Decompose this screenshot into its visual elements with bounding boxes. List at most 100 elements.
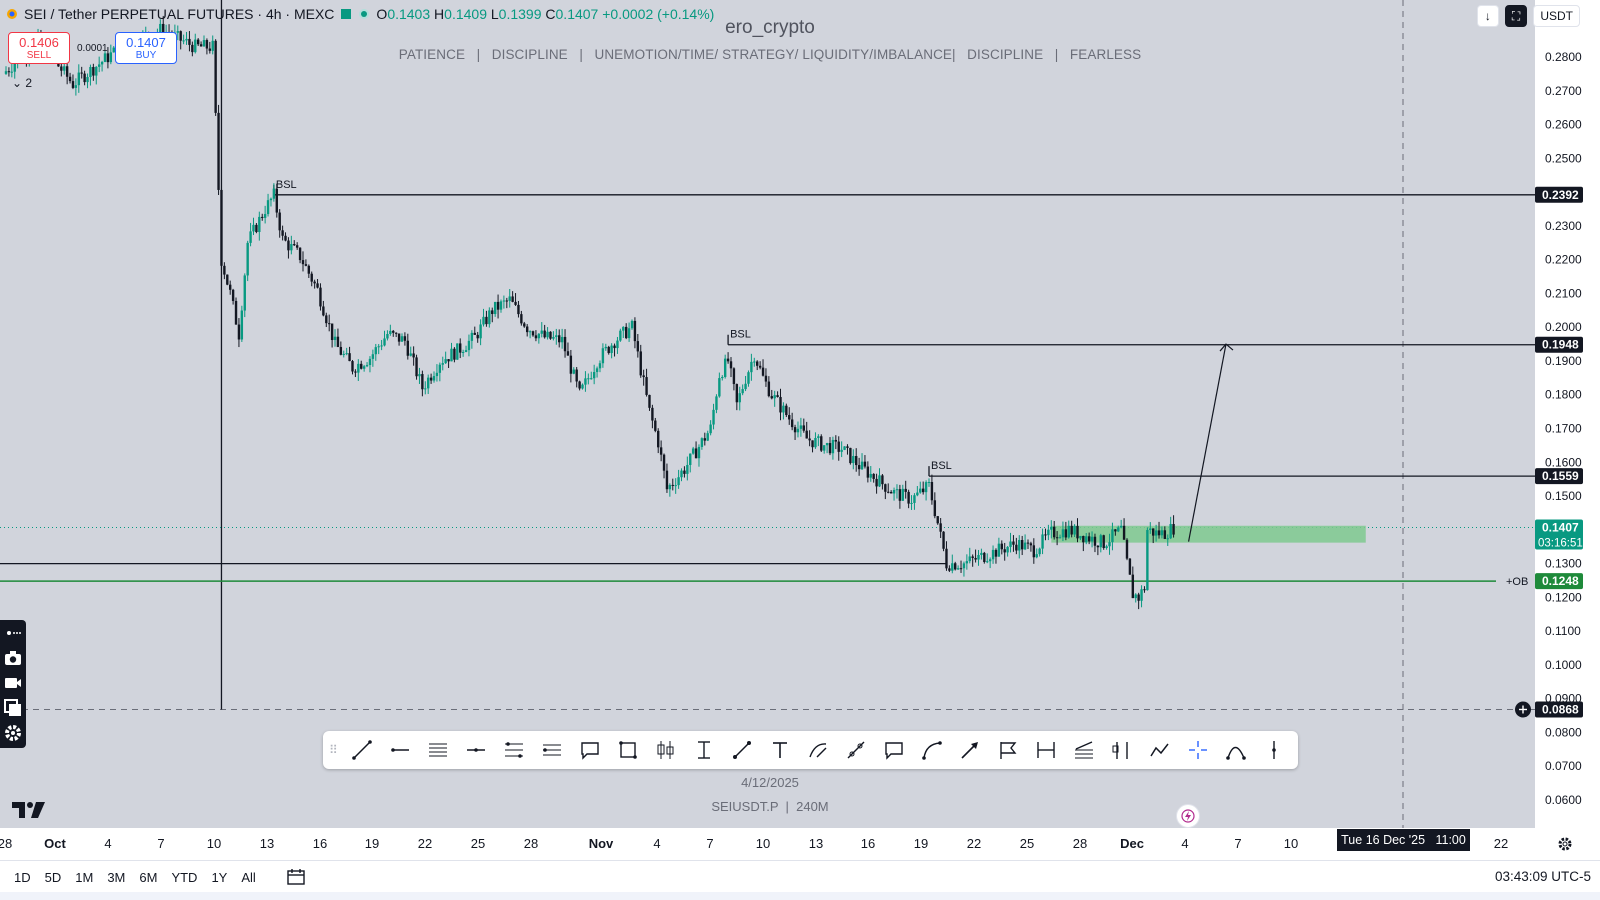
brush-line-tool[interactable]: [723, 735, 761, 765]
buy-button[interactable]: 0.1407 BUY: [115, 32, 177, 64]
candle-body: [336, 336, 340, 347]
time-tick-label: 22: [966, 836, 982, 851]
parallel-channel-tool[interactable]: [419, 735, 457, 765]
horizontal-line-tool[interactable]: [457, 735, 495, 765]
candle-body: [234, 300, 238, 325]
candle-body: [415, 357, 418, 377]
candle-body: [1070, 525, 1073, 535]
candle-body: [884, 484, 887, 492]
candle-body: [788, 415, 791, 420]
candle-body: [226, 274, 229, 285]
arc-icon: [922, 741, 942, 760]
candle-body: [1160, 530, 1164, 536]
candle-body: [560, 336, 564, 343]
flag-tool[interactable]: [989, 735, 1027, 765]
path-tool[interactable]: [837, 735, 875, 765]
time-tick-label: 7: [706, 836, 714, 851]
text-tool[interactable]: [761, 735, 799, 765]
candle-body: [988, 559, 992, 562]
crosshair-tool[interactable]: [1179, 735, 1217, 765]
note-tool[interactable]: [875, 735, 913, 765]
long-position-tool[interactable]: [1103, 735, 1141, 765]
axis-settings-icon[interactable]: [1557, 836, 1573, 852]
range-button-5d[interactable]: 5D: [44, 869, 62, 885]
symbol-title[interactable]: SEI / Tether PERPETUAL FUTURES · 4h · ME…: [24, 6, 335, 22]
callout-tool[interactable]: [571, 735, 609, 765]
candle-body: [159, 23, 162, 33]
chart-canvas[interactable]: +OBBSLBSLBSL0.28000.27000.26000.25000.24…: [0, 0, 1600, 860]
market-status-icon: [341, 9, 352, 19]
candle-body: [1157, 530, 1161, 536]
link-icon[interactable]: [4, 624, 22, 642]
tradingview-logo-icon[interactable]: [12, 800, 46, 820]
candle-body: [910, 502, 913, 504]
time-tick-label: 13: [808, 836, 824, 851]
candle-body: [103, 53, 107, 62]
candle-body: [843, 446, 846, 450]
candle-body: [290, 244, 293, 251]
candle-body: [316, 283, 319, 288]
range-button-1d[interactable]: 1D: [14, 869, 31, 885]
candle-body: [1000, 543, 1003, 550]
date-range-tool[interactable]: [1027, 735, 1065, 765]
drag-handle-icon[interactable]: ⠿: [329, 743, 338, 757]
candle-body: [753, 361, 756, 363]
candle-body: [243, 275, 246, 311]
projection-arrow-line: [1187, 343, 1227, 542]
rectangle-tool[interactable]: [609, 735, 647, 765]
arrow-tool[interactable]: [951, 735, 989, 765]
trend-line-tool[interactable]: [343, 735, 381, 765]
range-button-6m[interactable]: 6M: [139, 869, 158, 885]
curve-tool[interactable]: [799, 735, 837, 765]
time-tick-label: 10: [755, 836, 771, 851]
range-button-ytd[interactable]: YTD: [171, 869, 198, 885]
price-range-tool[interactable]: [685, 735, 723, 765]
fib-channel-tool[interactable]: [533, 735, 571, 765]
vertical-line-icon: [1272, 741, 1276, 759]
candle-body: [68, 76, 72, 82]
horizontal-ray-tool[interactable]: [381, 735, 419, 765]
candle-body: [677, 477, 680, 486]
range-button-1y[interactable]: 1Y: [211, 869, 228, 885]
layers-icon[interactable]: [4, 699, 22, 717]
candle-body: [508, 296, 511, 301]
sell-button[interactable]: 0.1406 SELL: [8, 32, 70, 64]
candle-body: [424, 388, 427, 390]
candle-body: [281, 230, 284, 236]
arc-tool[interactable]: [913, 735, 951, 765]
high-label: H: [434, 6, 445, 22]
price-tick-label: 0.2600: [1545, 118, 1582, 132]
candle-body: [1125, 539, 1129, 559]
candle-body: [1134, 594, 1137, 599]
candle-body: [590, 378, 593, 380]
download-button[interactable]: ↓: [1476, 5, 1499, 27]
currency-select[interactable]: USDT: [1533, 5, 1580, 27]
video-icon[interactable]: [4, 674, 22, 692]
candle-body: [278, 212, 281, 231]
candle-body: [971, 556, 974, 558]
range-button-3m[interactable]: 3M: [107, 869, 126, 885]
fullscreen-button[interactable]: ⛶: [1504, 5, 1528, 27]
bezier-tool[interactable]: [1217, 735, 1255, 765]
candle-body: [237, 324, 241, 340]
time-tick-label: 10: [206, 836, 222, 851]
forecast-tool[interactable]: [1141, 735, 1179, 765]
utc-clock[interactable]: 03:43:09 UTC-5: [1494, 869, 1591, 884]
candle-body: [97, 64, 101, 67]
range-button-1m[interactable]: 1M: [75, 869, 94, 885]
indicator-count: 2: [25, 76, 33, 90]
candle-body: [860, 461, 864, 470]
vertical-line-tool[interactable]: [1255, 735, 1293, 765]
alerts-lightning-button[interactable]: [1176, 804, 1200, 828]
candles-pattern-tool[interactable]: [647, 735, 685, 765]
fib-fan-tool[interactable]: [1065, 735, 1103, 765]
camera-icon[interactable]: [4, 649, 22, 667]
candle-body: [269, 198, 273, 201]
settings-icon[interactable]: [4, 724, 22, 742]
fib-retracement-tool[interactable]: [495, 735, 533, 765]
range-button-all[interactable]: All: [241, 869, 256, 885]
indicators-toggle[interactable]: ⌄ 2: [12, 76, 32, 90]
close-value: 0.1407: [555, 6, 599, 22]
candle-body: [80, 72, 83, 74]
calendar-icon[interactable]: [286, 868, 306, 886]
